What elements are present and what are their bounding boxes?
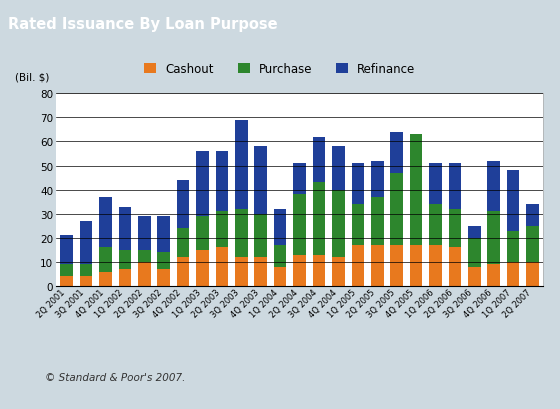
Bar (80, 221, 92, 265)
Bar (429, 164, 442, 204)
Bar (487, 212, 500, 265)
Bar (507, 262, 520, 286)
Bar (312, 183, 325, 255)
Bar (157, 270, 170, 286)
Bar (196, 217, 209, 250)
Bar (196, 152, 209, 217)
Bar (526, 204, 539, 226)
Bar (235, 121, 248, 209)
Bar (254, 147, 267, 214)
Bar (274, 245, 287, 267)
Bar (312, 255, 325, 286)
Bar (177, 229, 189, 258)
Bar (390, 133, 403, 173)
Bar (177, 180, 189, 229)
Bar (371, 245, 384, 286)
Bar (352, 204, 364, 245)
Bar (99, 198, 112, 248)
Bar (352, 245, 364, 286)
Bar (138, 250, 151, 262)
Bar (487, 265, 500, 286)
Bar (429, 245, 442, 286)
Bar (449, 209, 461, 248)
Bar (80, 277, 92, 286)
Bar (352, 164, 364, 204)
Bar (254, 214, 267, 258)
Bar (293, 195, 306, 255)
Bar (216, 152, 228, 212)
Bar (99, 248, 112, 272)
Bar (274, 267, 287, 286)
Bar (119, 207, 131, 250)
Bar (60, 265, 73, 277)
Bar (293, 255, 306, 286)
Bar (196, 250, 209, 286)
Bar (235, 258, 248, 286)
Bar (410, 245, 422, 286)
Bar (235, 209, 248, 258)
Bar (216, 248, 228, 286)
Bar (371, 198, 384, 245)
Bar (507, 231, 520, 262)
Bar (429, 204, 442, 245)
Bar (526, 226, 539, 262)
Text: (Bil. $): (Bil. $) (15, 72, 49, 83)
Bar (177, 258, 189, 286)
Bar (332, 147, 345, 190)
Bar (332, 258, 345, 286)
Bar (487, 161, 500, 212)
Text: Rated Issuance By Loan Purpose: Rated Issuance By Loan Purpose (8, 17, 278, 32)
Bar (410, 135, 422, 245)
Bar (157, 217, 170, 253)
Bar (526, 262, 539, 286)
Bar (60, 277, 73, 286)
Bar (371, 161, 384, 198)
Bar (157, 253, 170, 270)
Bar (390, 245, 403, 286)
Bar (60, 236, 73, 265)
Bar (80, 265, 92, 277)
Bar (254, 258, 267, 286)
Bar (216, 212, 228, 248)
Bar (449, 248, 461, 286)
Legend: Cashout, Purchase, Refinance: Cashout, Purchase, Refinance (139, 58, 421, 81)
Bar (449, 164, 461, 209)
Bar (293, 164, 306, 195)
Bar (390, 173, 403, 245)
Bar (468, 226, 480, 238)
Bar (119, 250, 131, 270)
Bar (274, 209, 287, 245)
Bar (119, 270, 131, 286)
Bar (507, 171, 520, 231)
Bar (138, 262, 151, 286)
Bar (468, 267, 480, 286)
Bar (138, 217, 151, 250)
Bar (332, 190, 345, 258)
Bar (99, 272, 112, 286)
Bar (468, 238, 480, 267)
Bar (312, 137, 325, 183)
Text: © Standard & Poor's 2007.: © Standard & Poor's 2007. (45, 372, 185, 382)
